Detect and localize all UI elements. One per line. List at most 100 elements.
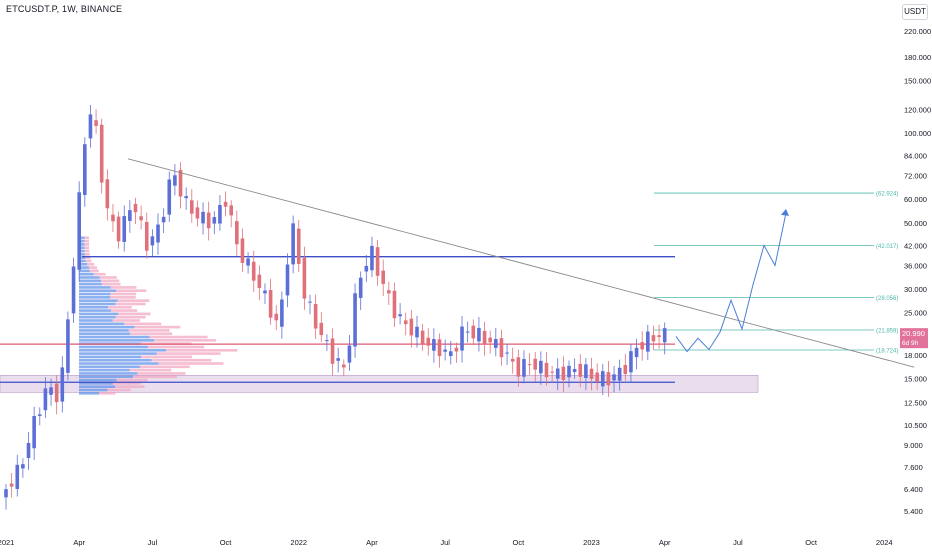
candle-body (454, 347, 459, 352)
candle-body (561, 366, 566, 380)
volume-profile-down-bar (156, 352, 221, 355)
candle-body (392, 290, 397, 319)
candle-body (206, 212, 211, 229)
candle-body (353, 293, 357, 347)
volume-profile-down-bar (84, 253, 90, 256)
y-axis-tick-label: 10.500 (904, 421, 927, 430)
volume-profile-up-bar (79, 269, 90, 273)
candle-body (167, 179, 172, 215)
candle-body (212, 217, 217, 224)
candle-body (381, 270, 386, 284)
volume-profile-up-bar (79, 253, 85, 256)
candle-body (415, 326, 419, 338)
volume-profile-up-bar (79, 322, 125, 326)
volume-profile-down-bar (115, 302, 146, 306)
support-zone (0, 375, 759, 393)
candle-body (477, 327, 481, 342)
candle-body (539, 360, 543, 374)
volume-profile-down-bar (101, 279, 120, 283)
candle-body (623, 364, 628, 374)
candle-body (99, 124, 104, 183)
volume-profile-up-bar (79, 286, 111, 289)
x-axis-tick-label: Apr (73, 538, 85, 547)
volume-profile-down-bar (85, 259, 92, 263)
x-axis-tick-label: Apr (659, 538, 671, 547)
candle-body (522, 359, 526, 377)
volume-profile-up-bar (79, 388, 108, 392)
volume-profile-up-bar (79, 249, 85, 253)
volume-profile-up-bar (79, 378, 117, 382)
candle-body (43, 388, 48, 411)
candle-body (133, 203, 138, 213)
candle-body (280, 299, 284, 327)
y-axis-tick-label: 6.400 (904, 485, 923, 494)
candle-body (229, 205, 233, 216)
candle-body (443, 349, 447, 352)
candle-body (606, 372, 611, 386)
candle-body (319, 322, 324, 336)
candle-body (325, 340, 329, 342)
volume-profile-up-bar (79, 382, 113, 385)
candle-body (49, 387, 53, 395)
volume-profile-down-bar (116, 378, 148, 382)
candle-body (122, 216, 127, 242)
volume-profile-down-bar (137, 372, 186, 375)
candle-body (251, 261, 256, 281)
candle-body (617, 367, 622, 381)
volume-profile-down-bar (84, 249, 90, 253)
volume-profile-up-bar (79, 329, 129, 332)
volume-profile-down-bar (115, 315, 146, 319)
candle-body (223, 201, 228, 207)
y-axis-tick-label: 36.000 (904, 261, 927, 270)
candle-body (550, 371, 554, 373)
candle-body (66, 319, 70, 373)
candle-body (15, 464, 20, 489)
volume-profile-down-bar (117, 299, 150, 302)
volume-profile-down-bar (84, 239, 90, 243)
x-axis-tick-label: 2024 (876, 538, 893, 547)
y-axis-tick-label: 12.500 (904, 398, 927, 407)
candle-body (161, 216, 166, 223)
x-axis-tick-label: Jul (733, 538, 743, 547)
candle-body (218, 205, 222, 224)
y-axis-tick-label: 7.600 (904, 463, 923, 472)
volume-profile-down-bar (84, 246, 90, 250)
volume-profile-down-bar (128, 329, 170, 332)
candle-body (387, 290, 391, 294)
volume-profile-down-bar (129, 368, 172, 372)
candle-body (426, 337, 431, 346)
y-axis-tick-label: 72.000 (904, 172, 927, 181)
candle-body (21, 464, 25, 469)
y-axis-tick-label: 50.000 (904, 219, 927, 228)
candle-body (116, 216, 121, 242)
candle-body (516, 357, 521, 377)
candle-body (465, 331, 470, 333)
price-tag (900, 328, 928, 349)
fib-level-label: (18.724) (876, 349, 898, 355)
volume-profile-up-bar (79, 256, 86, 259)
volume-profile-down-bar (85, 256, 91, 259)
currency-unit-button[interactable]: USDT (902, 4, 928, 20)
volume-profile-down-bar (93, 272, 106, 276)
candle-body (4, 489, 8, 498)
volume-profile-down-bar (141, 355, 193, 359)
candle-body (398, 314, 402, 317)
candle-body (471, 325, 476, 339)
volume-profile-down-bar (130, 332, 173, 336)
candle-body (302, 257, 307, 299)
volume-profile-up-bar (79, 282, 102, 286)
x-axis-tick-label: 2022 (290, 538, 307, 547)
volume-profile-up-bar (79, 315, 116, 319)
volume-profile-up-bar (79, 289, 116, 293)
y-axis-tick-label: 150.000 (904, 77, 931, 86)
symbol-title: ETCUSDT.P, 1W, BINANCE (6, 4, 123, 14)
candle-body (584, 364, 588, 379)
candle-body (510, 358, 515, 362)
x-axis-tick-label: 2021 (0, 538, 14, 547)
candle-body (54, 383, 59, 403)
volume-profile-up-bar (79, 246, 85, 250)
y-axis-tick-label: 220.000 (904, 27, 931, 36)
volume-profile-up-bar (79, 292, 111, 296)
